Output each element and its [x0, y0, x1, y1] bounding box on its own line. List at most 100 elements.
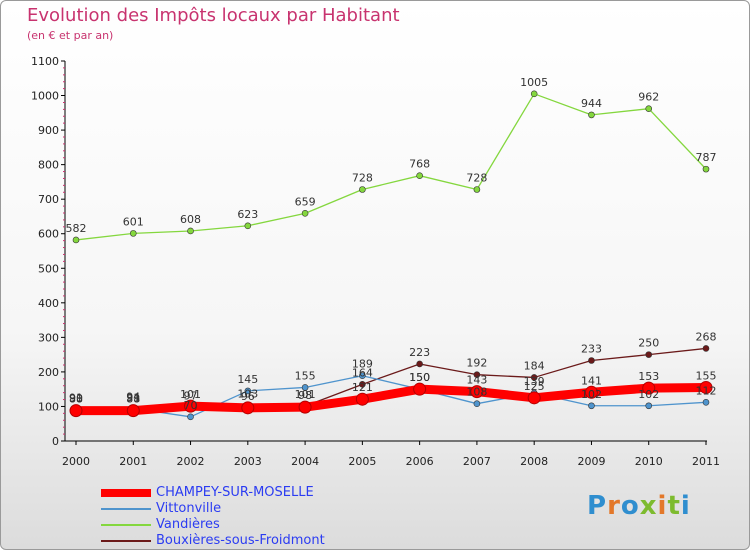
data-label: 153	[638, 370, 659, 383]
y-tick-label: 300	[38, 331, 59, 344]
data-point	[187, 413, 194, 421]
data-point	[645, 105, 653, 112]
data-point	[301, 384, 309, 391]
data-label: 101	[295, 388, 316, 401]
data-label: 96	[241, 390, 255, 403]
data-label: 90	[69, 392, 83, 405]
data-point	[359, 372, 366, 380]
y-tick-label: 600	[38, 228, 59, 241]
y-tick-label: 200	[38, 366, 59, 379]
x-tick-label: 2010	[635, 455, 663, 468]
data-label: 150	[409, 371, 430, 384]
data-label: 944	[581, 97, 602, 110]
data-label: 962	[638, 91, 659, 104]
legend-swatch	[101, 508, 151, 510]
data-label: 601	[123, 215, 144, 228]
x-tick-label: 2009	[577, 455, 605, 468]
y-tick-label: 100	[38, 400, 59, 413]
data-label: 184	[524, 359, 545, 372]
data-label: 139	[524, 375, 545, 388]
data-point	[470, 385, 484, 399]
data-point	[530, 374, 538, 381]
x-tick-label: 2002	[177, 455, 205, 468]
data-point	[355, 392, 369, 406]
legend-label: Bouxières-sous-Froidmont	[156, 533, 325, 548]
data-point	[588, 111, 595, 119]
logo-letter: o	[620, 491, 640, 521]
legend-swatch	[101, 489, 151, 497]
x-tick-label: 2007	[463, 455, 491, 468]
data-label: 91	[69, 392, 83, 405]
y-tick-label: 500	[38, 262, 59, 275]
data-label: 143	[466, 374, 487, 387]
data-point	[473, 400, 481, 407]
legend-label: CHAMPEY-SUR-MOSELLE	[156, 485, 314, 500]
data-point	[413, 382, 427, 396]
data-point	[72, 236, 80, 244]
chart-subtitle: (en € et par an)	[27, 29, 114, 42]
data-label: 112	[696, 384, 717, 397]
data-label: 608	[180, 213, 201, 226]
data-label: 623	[237, 208, 258, 221]
x-tick-label: 2000	[62, 455, 90, 468]
data-point	[416, 172, 423, 179]
y-tick-label: 1100	[31, 55, 59, 68]
data-point	[298, 400, 312, 414]
y-tick-label: 1000	[31, 90, 59, 103]
data-label: 233	[581, 343, 602, 356]
data-point	[702, 399, 710, 406]
legend-swatch	[101, 540, 151, 542]
series-line-1	[75, 375, 707, 418]
y-tick-label: 400	[38, 297, 59, 310]
data-label: 150	[409, 371, 430, 384]
data-point	[416, 360, 423, 368]
data-label: 98	[298, 389, 312, 402]
data-point	[129, 230, 137, 237]
data-point	[584, 385, 598, 399]
data-label: 728	[352, 172, 373, 185]
series-line-2	[75, 93, 707, 241]
data-label: 88	[69, 393, 83, 406]
data-label: 101	[180, 388, 201, 401]
data-label: 155	[696, 369, 717, 382]
data-label: 145	[237, 373, 258, 386]
logo-letter: t	[667, 491, 681, 521]
data-point	[702, 345, 710, 352]
data-point	[244, 222, 252, 230]
data-point	[301, 210, 309, 217]
data-point	[473, 371, 481, 378]
data-label: 103	[237, 387, 258, 400]
logo-letter: i	[680, 491, 691, 521]
logo-letter: i	[657, 491, 668, 521]
chart-title: Evolution des Impôts locaux par Habitant	[27, 5, 400, 26]
data-point	[359, 186, 366, 193]
data-label: 94	[126, 391, 140, 404]
data-label: 189	[352, 358, 373, 371]
data-point	[642, 381, 656, 395]
data-label: 108	[466, 386, 487, 399]
x-tick-label: 2005	[348, 455, 376, 468]
data-point	[645, 402, 653, 410]
data-label: 125	[524, 380, 545, 393]
legend-label: Vittonville	[156, 501, 222, 516]
y-tick-label: 700	[38, 193, 59, 206]
data-label: 1005	[520, 76, 548, 89]
data-label: 659	[295, 195, 316, 208]
legend-label: Vandières	[156, 517, 220, 532]
legend-swatch	[101, 524, 151, 526]
data-point	[699, 380, 713, 394]
data-point	[645, 351, 653, 358]
data-point	[241, 401, 255, 415]
data-point	[588, 357, 595, 364]
series-line-0	[71, 382, 711, 416]
data-point	[69, 404, 83, 418]
data-point	[530, 90, 538, 98]
data-point	[359, 381, 366, 388]
data-label: 102	[581, 388, 602, 401]
data-label: 728	[466, 172, 487, 185]
data-label: 141	[581, 374, 602, 387]
data-label: 91	[126, 392, 140, 405]
y-tick-label: 0	[52, 435, 59, 448]
x-tick-label: 2011	[692, 455, 720, 468]
